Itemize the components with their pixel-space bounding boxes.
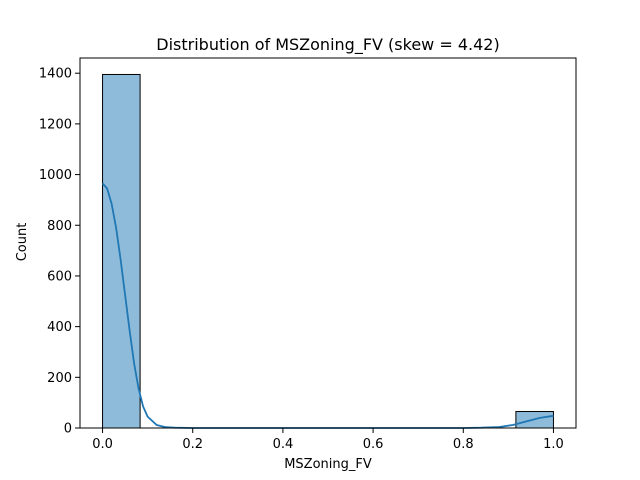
histogram-bars — [102, 73, 554, 429]
x-tick-label: 0.2 — [182, 437, 203, 452]
histogram-bar-0 — [102, 73, 141, 429]
x-tick-label: 0.6 — [363, 437, 384, 452]
y-axis-ticks: 0 200 400 600 800 1000 1200 1400 — [39, 67, 80, 437]
y-tick-label: 1000 — [39, 168, 72, 183]
y-tick-label: 400 — [47, 320, 72, 335]
y-tick-label: 1200 — [39, 117, 72, 132]
y-tick-label: 800 — [47, 219, 72, 234]
x-axis-label: MSZoning_FV — [284, 457, 372, 472]
y-axis-label: Count — [15, 223, 30, 262]
y-tick-label: 600 — [47, 269, 72, 284]
x-tick-label: 0.0 — [92, 437, 113, 452]
x-tick-label: 1.0 — [543, 437, 564, 452]
x-axis-ticks: 0.0 0.2 0.4 0.6 0.8 1.0 — [92, 428, 564, 452]
x-tick-label: 0.8 — [453, 437, 474, 452]
plot-frame — [79, 57, 577, 429]
y-tick-label: 200 — [47, 371, 72, 386]
y-tick-label: 1400 — [39, 67, 72, 82]
y-tick-label: 0 — [64, 422, 72, 437]
chart-title: Distribution of MSZoning_FV (skew = 4.42… — [156, 35, 499, 55]
kde-curve — [101, 182, 554, 429]
x-tick-label: 0.4 — [273, 437, 294, 452]
